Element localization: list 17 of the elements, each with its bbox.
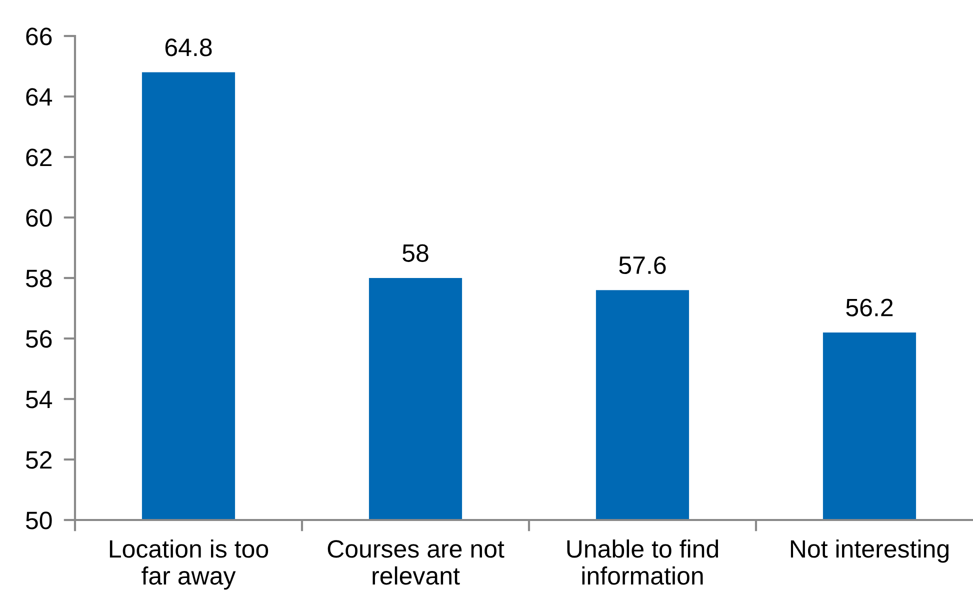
x-tick-label: Location is too far away	[110, 539, 268, 590]
data-label: 56.2	[846, 298, 893, 316]
y-tick-label: 58	[26, 270, 52, 288]
data-label: 64.8	[165, 38, 212, 56]
y-tick-label: 66	[26, 28, 52, 46]
data-label: 58	[402, 244, 428, 262]
y-tick-label: 56	[26, 330, 52, 348]
y-tick-label: 52	[26, 451, 52, 469]
y-tick-label: 50	[26, 512, 52, 530]
x-tick-label: Courses are not relevant	[328, 540, 504, 585]
data-label: 57.6	[619, 256, 666, 274]
x-tick-label: Not interesting	[790, 539, 948, 563]
x-tick-label: Unable to find information	[567, 539, 718, 585]
y-tick-label: 54	[26, 390, 52, 408]
y-tick-label: 62	[26, 148, 52, 166]
y-tick-label: 60	[26, 209, 52, 227]
y-tick-label: 64	[26, 88, 52, 106]
